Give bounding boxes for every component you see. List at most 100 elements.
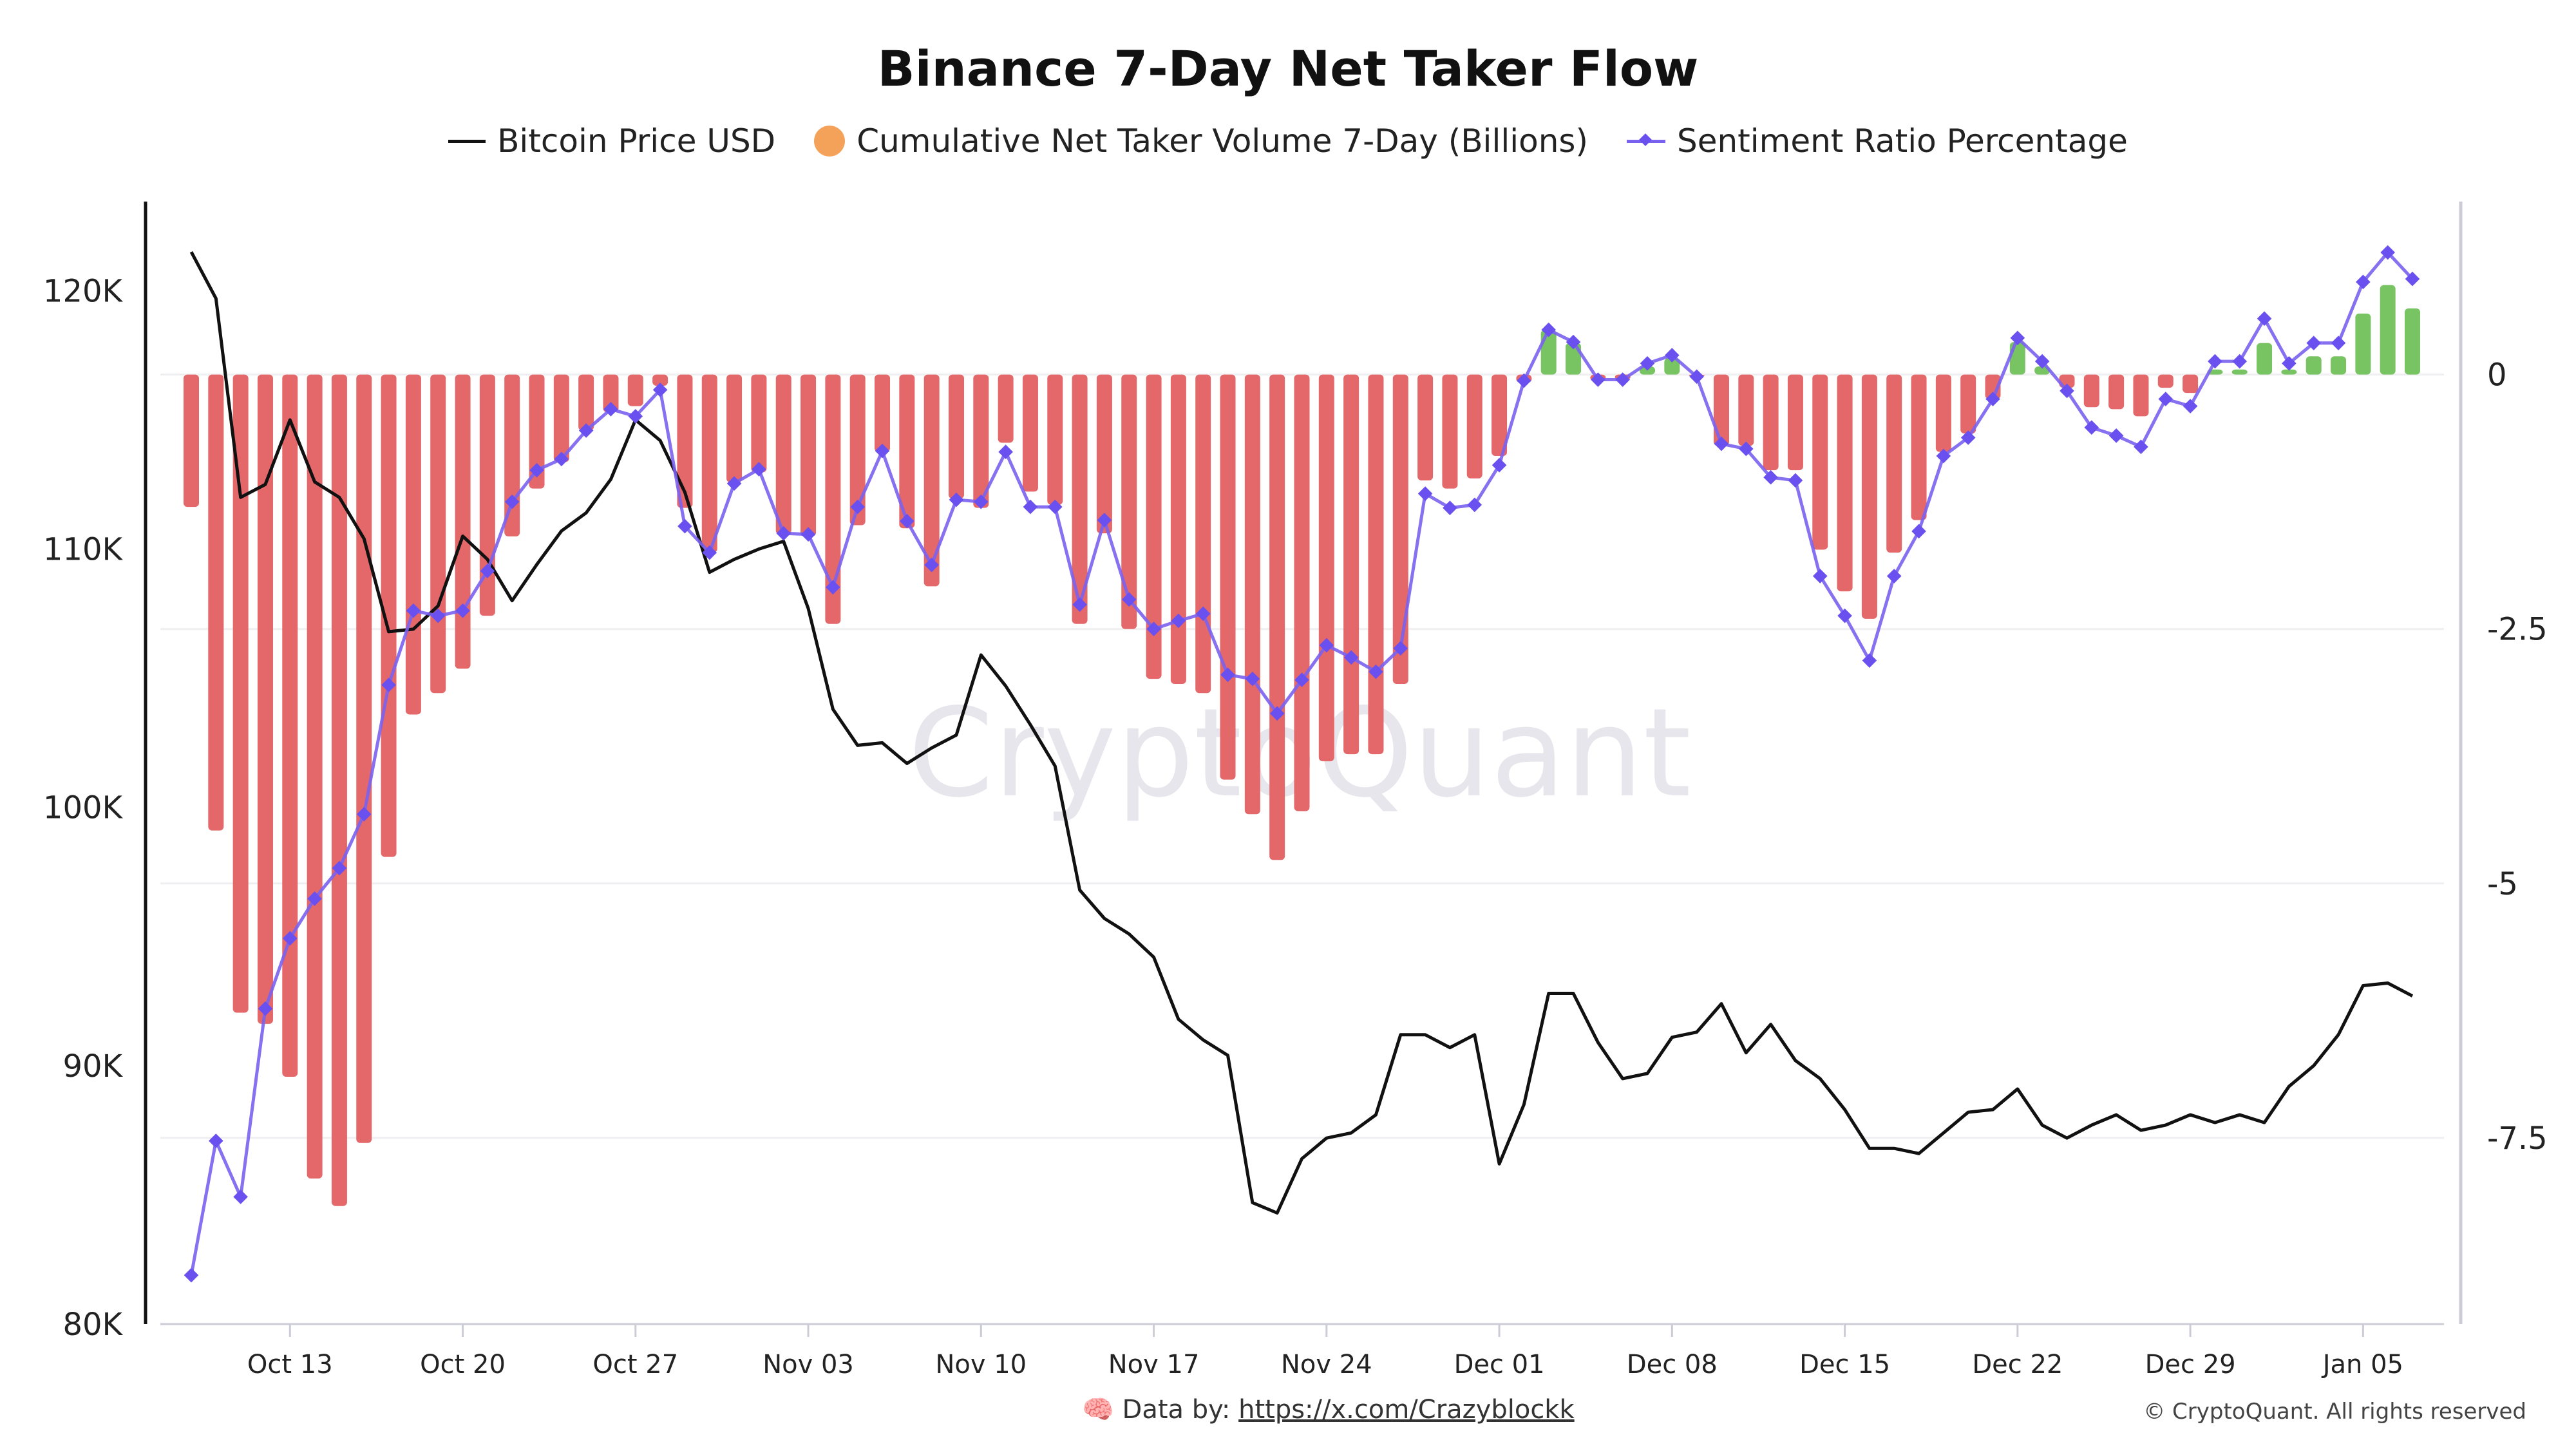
netflow-bar — [232, 374, 249, 1013]
sentiment-point — [628, 409, 643, 424]
sentiment-point — [307, 891, 322, 906]
netflow-bar — [1392, 374, 1408, 685]
netflow-bar — [2380, 285, 2396, 375]
sentiment-point — [1689, 369, 1704, 384]
left-axis-tick-label: 80K — [62, 1307, 123, 1343]
netflow-bar — [455, 374, 471, 669]
legend-label: Bitcoin Price USD — [497, 122, 776, 160]
sentiment-point — [258, 1001, 273, 1016]
netflow-bar — [1244, 374, 1260, 815]
sentiment-point — [1665, 348, 1680, 363]
sentiment-point — [702, 545, 717, 560]
legend-item-price[interactable]: Bitcoin Price USD — [448, 122, 775, 160]
sentiment-point — [233, 1189, 248, 1204]
sentiment-point — [2282, 355, 2297, 371]
netflow-bar — [948, 374, 964, 499]
sentiment-point — [282, 931, 298, 946]
netflow-bar — [208, 374, 224, 831]
netflow-bar — [2331, 356, 2347, 375]
sentiment-point — [1911, 524, 1926, 539]
sentiment-point — [1640, 355, 1655, 371]
netflow-bar — [1960, 374, 1976, 434]
x-axis-tick-label: Oct 13 — [247, 1350, 333, 1379]
sentiment-point — [2060, 383, 2074, 399]
left-axis-tick-label: 120K — [43, 273, 124, 309]
netflow-bar — [553, 374, 569, 462]
netflow-bar — [529, 374, 545, 489]
sentiment-point — [1245, 671, 1260, 687]
sentiment-point — [1960, 430, 1976, 445]
netflow-bar — [1195, 374, 1211, 694]
legend-label: Sentiment Ratio Percentage — [1676, 122, 2128, 160]
sentiment-point — [603, 402, 618, 417]
netflow-bar — [2108, 374, 2125, 410]
sentiment-point — [578, 423, 594, 438]
netflow-bar — [1047, 374, 1063, 505]
sentiment-point — [2034, 354, 2050, 369]
sentiment-point — [1492, 457, 1507, 473]
sentiment-point — [381, 677, 396, 692]
netflow-bar — [2009, 342, 2025, 375]
sentiment-point — [1269, 706, 1285, 721]
sentiment-point — [2356, 274, 2371, 290]
sentiment-point — [554, 451, 569, 467]
netflow-bar — [1713, 374, 1729, 446]
netflow-bar — [2231, 369, 2248, 375]
netflow-bar — [1466, 374, 1482, 478]
sentiment-point — [504, 494, 520, 509]
sentiment-point — [2208, 354, 2222, 369]
netflow-bar — [430, 374, 446, 694]
netflow-bar — [973, 374, 989, 508]
data-source-link[interactable]: https://x.com/Crazyblockk — [1238, 1395, 1575, 1425]
sentiment-point — [1343, 650, 1359, 665]
netflow-bar — [1837, 374, 1853, 592]
sentiment-point — [455, 603, 470, 618]
sentiment-point — [1837, 608, 1852, 623]
netflow-bar — [726, 374, 743, 483]
netflow-bar — [1368, 374, 1384, 755]
legend: Bitcoin Price USD Cumulative Net Taker V… — [0, 122, 2576, 160]
sentiment-point — [850, 499, 866, 515]
sentiment-point — [2183, 399, 2198, 413]
legend-item-sentiment[interactable]: Sentiment Ratio Percentage — [1626, 122, 2128, 160]
netflow-bar — [381, 374, 397, 857]
sentiment-point — [2257, 311, 2272, 327]
legend-item-netflow[interactable]: Cumulative Net Taker Volume 7-Day (Billi… — [814, 122, 1588, 160]
netflow-bar — [2083, 374, 2099, 408]
netflow-bar — [899, 374, 915, 529]
netflow-bar — [331, 374, 347, 1206]
sentiment-point — [1985, 392, 2000, 406]
sentiment-point — [949, 492, 964, 507]
sentiment-point — [875, 443, 890, 459]
netflow-bar — [1146, 374, 1162, 679]
netflow-bar — [356, 374, 372, 1143]
sentiment-point — [209, 1133, 223, 1148]
netflow-bar — [1096, 374, 1112, 534]
sentiment-point — [529, 462, 544, 478]
netflow-bar — [627, 374, 643, 406]
sentiment-point — [900, 513, 914, 529]
sentiment-point — [2134, 439, 2148, 455]
netflow-bar — [825, 374, 841, 624]
sentiment-point — [1294, 672, 1309, 688]
sentiment-point — [1417, 486, 1433, 501]
netflow-bar — [1763, 374, 1779, 471]
diamond-line-swatch-icon — [1626, 139, 1665, 143]
x-axis-tick-label: Dec 29 — [2145, 1350, 2236, 1379]
netflow-bar — [1072, 374, 1088, 624]
left-axis-tick-label: 100K — [43, 790, 124, 826]
sentiment-point — [1047, 499, 1063, 515]
x-axis-tick-label: Dec 22 — [1972, 1350, 2063, 1379]
netflow-bar — [800, 374, 817, 536]
netflow-bar — [2157, 374, 2174, 388]
netflow-bar — [677, 374, 693, 508]
netflow-bar — [1861, 374, 1877, 619]
sentiment-point — [480, 564, 495, 578]
sentiment-point — [1936, 448, 1951, 464]
sentiment-point — [1714, 436, 1729, 451]
netflow-bar — [307, 374, 323, 1179]
sentiment-point — [677, 518, 692, 534]
netflow-bar — [1886, 374, 1902, 553]
netflow-bar — [1170, 374, 1186, 685]
netflow-bar — [184, 374, 199, 507]
